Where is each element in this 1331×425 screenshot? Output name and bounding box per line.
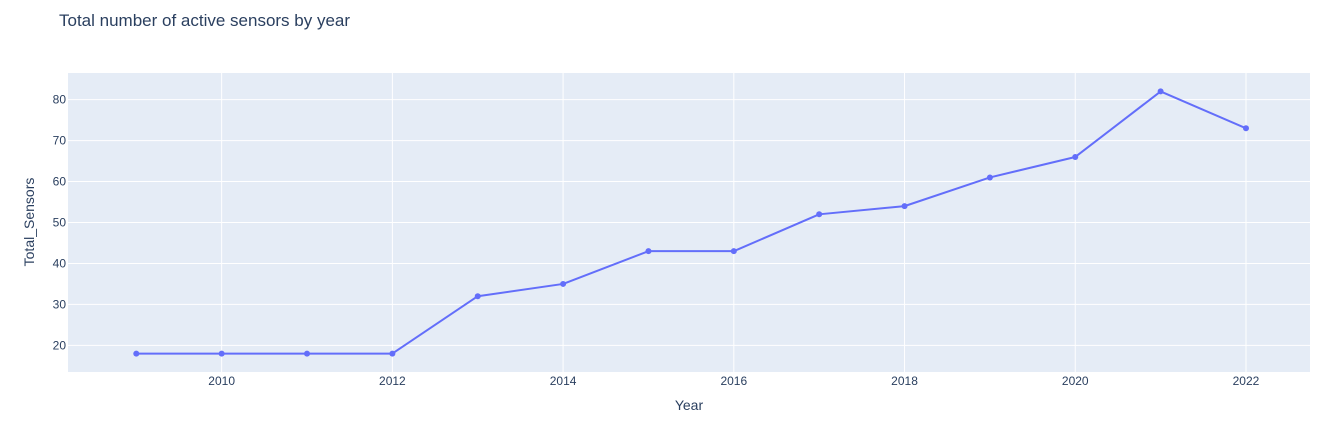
series-line [136,90,1247,355]
y-tick-label: 60 [53,175,67,189]
tick-labels: 20 30 40 50 60 70 80 2010 2012 2014 2016 2018 2020 20… [53,93,1260,388]
x-tick-label: 2014 [550,374,577,388]
x-tick-label: 2020 [1062,374,1089,388]
data-point[interactable] [986,174,993,181]
x-tick-label: 2010 [208,374,235,388]
x-tick-label: 2022 [1233,374,1260,388]
data-point[interactable] [560,280,567,287]
y-tick-label: 70 [53,134,67,148]
y-tick-label: 20 [53,338,67,352]
data-point[interactable] [1157,88,1164,95]
y-axis-title: Total_Sensors [21,178,37,267]
data-point[interactable] [816,211,823,218]
y-tick-label: 50 [53,216,67,230]
x-tick-label: 2016 [720,374,747,388]
x-tick-label: 2012 [379,374,406,388]
data-point[interactable] [901,203,908,210]
data-point[interactable] [474,293,481,300]
y-tick-label: 80 [53,93,67,107]
data-point[interactable] [133,350,140,357]
chart-title: Total number of active sensors by year [59,11,351,30]
x-axis-title: Year [675,397,704,413]
data-point[interactable] [1072,153,1079,160]
y-tick-label: 30 [53,297,67,311]
y-tick-label: 40 [53,256,67,270]
series-layer [133,88,1249,357]
x-tick-label: 2018 [891,374,918,388]
data-point[interactable] [645,248,652,255]
gridlines [68,73,1310,372]
data-point[interactable] [304,350,311,357]
data-point[interactable] [389,350,396,357]
data-point[interactable] [730,248,737,255]
data-point[interactable] [218,350,225,357]
data-point[interactable] [1242,125,1249,132]
